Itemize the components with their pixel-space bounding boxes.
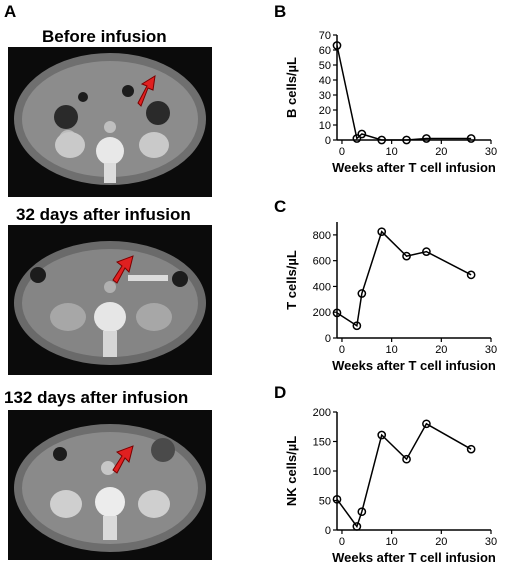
- data-point: [422, 419, 431, 429]
- t-cells-chart: 0 10 20 30 0 200 400 600 800 Weeks after T cell i…: [284, 222, 497, 373]
- x-tick-label: 0: [339, 146, 345, 158]
- x-axis-label: Weeks after T cell infusion: [332, 550, 496, 565]
- data-point: [466, 444, 476, 454]
- x-tick-label: 30: [485, 146, 497, 158]
- series-line: [336, 422, 472, 529]
- series-line: [336, 230, 472, 328]
- data-point: [377, 430, 387, 440]
- data-point: [402, 251, 411, 261]
- y-tick-label: 60: [319, 45, 331, 57]
- red-arrow-icon: [137, 75, 156, 107]
- data-point: [352, 134, 362, 143]
- y-axis-label: NK cells/µL: [284, 436, 299, 506]
- data-point: [402, 454, 411, 464]
- y-tick-label: 200: [313, 407, 331, 419]
- x-tick-label: 10: [386, 146, 398, 158]
- x-axis-label: Weeks after T cell infusion: [332, 160, 496, 175]
- data-point: [352, 522, 362, 531]
- x-tick-label: 0: [339, 536, 345, 548]
- x-tick-label: 10: [386, 344, 398, 356]
- x-tick-label: 30: [485, 536, 497, 548]
- data-point: [357, 507, 367, 517]
- data-point: [466, 270, 476, 280]
- y-tick-label: 30: [319, 90, 331, 102]
- x-tick-label: 20: [435, 344, 447, 356]
- data-point: [357, 129, 367, 139]
- y-tick-label: 200: [313, 307, 331, 319]
- y-tick-label: 0: [325, 135, 331, 147]
- y-tick-label: 70: [319, 30, 331, 42]
- y-tick-label: 150: [313, 437, 331, 449]
- data-point: [422, 247, 431, 256]
- panel-label-a: A: [4, 2, 17, 21]
- data-point: [466, 134, 476, 143]
- y-tick-label: 800: [313, 230, 331, 242]
- red-arrow-icon: [112, 255, 134, 284]
- data-point: [357, 289, 367, 298]
- b-cells-chart: 0 10 20 30 0 10 20 30 40 50 60 70 Weeks after T cell…: [284, 30, 497, 175]
- data-point: [332, 308, 342, 318]
- ct-scan-before: [8, 47, 212, 197]
- data-point: [377, 135, 387, 145]
- ct-scan-132-days: [8, 410, 212, 560]
- y-axis-label: T cells/µL: [284, 250, 299, 310]
- y-axis-label: B cells/µL: [284, 57, 299, 118]
- x-tick-label: 20: [435, 536, 447, 548]
- data-point: [332, 494, 342, 504]
- data-point: [352, 321, 362, 331]
- scan-title-32-days: 32 days after infusion: [16, 205, 191, 224]
- y-tick-label: 0: [325, 333, 331, 345]
- scan-title-before: Before infusion: [42, 27, 167, 46]
- data-point: [332, 41, 342, 50]
- data-point: [377, 227, 387, 237]
- y-tick-label: 50: [319, 496, 331, 508]
- y-tick-label: 0: [325, 525, 331, 537]
- data-point: [402, 135, 411, 145]
- x-tick-label: 20: [435, 146, 447, 158]
- y-tick-label: 400: [313, 281, 331, 293]
- panel-label-c: C: [274, 197, 287, 216]
- x-tick-label: 10: [386, 536, 398, 548]
- x-tick-label: 0: [339, 344, 345, 356]
- y-tick-label: 600: [313, 256, 331, 268]
- y-tick-label: 100: [313, 466, 331, 478]
- scan-title-132-days: 132 days after infusion: [4, 388, 189, 407]
- y-tick-label: 10: [319, 120, 331, 132]
- ct-scan-32-days: [8, 225, 212, 375]
- panel-label-b: B: [274, 2, 287, 21]
- y-tick-label: 40: [319, 75, 331, 87]
- x-tick-label: 30: [485, 344, 497, 356]
- panel-label-d: D: [274, 383, 287, 402]
- y-tick-label: 50: [319, 60, 331, 72]
- x-axis-label: Weeks after T cell infusion: [332, 358, 496, 373]
- series-line: [336, 45, 472, 141]
- nk-cells-chart: 0 10 20 30 0 50 100 150 200 Weeks after T cell in…: [284, 407, 497, 565]
- y-tick-label: 20: [319, 105, 331, 117]
- data-point: [422, 134, 431, 143]
- red-arrow-icon: [112, 445, 134, 474]
